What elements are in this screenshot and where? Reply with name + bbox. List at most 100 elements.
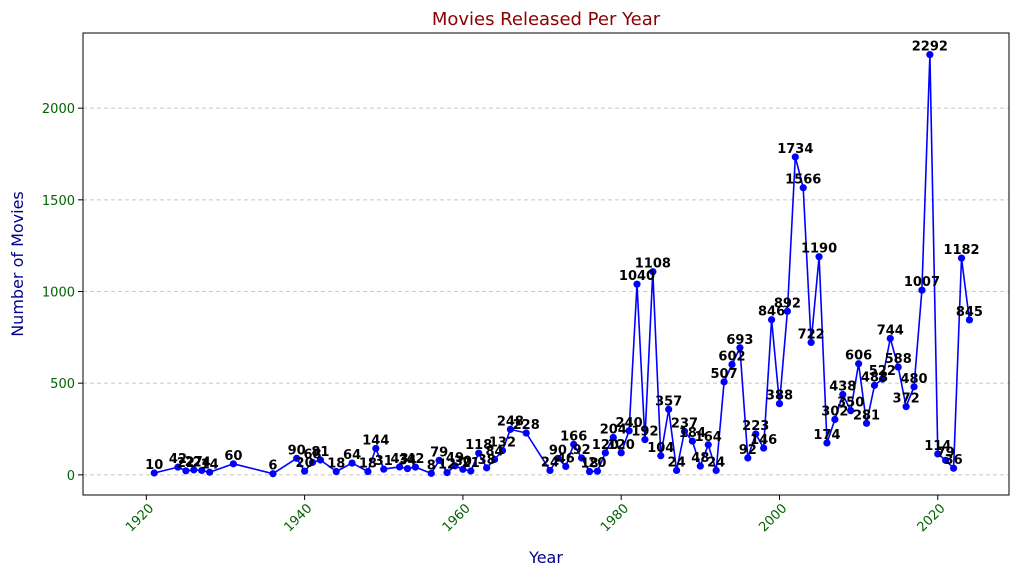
data-label: 744 [877,323,904,338]
data-label: 1734 [777,142,813,157]
data-point [760,444,768,452]
data-label: 223 [742,419,769,434]
x-tick-label: 1920 [123,501,157,535]
data-point [316,456,325,464]
data-point [965,316,974,324]
data-point [736,344,744,352]
x-tick-label: 1980 [598,501,632,535]
data-label: 10 [145,458,163,473]
data-label: 438 [829,380,856,395]
data-label: 1190 [801,242,837,257]
series-line-path [154,53,971,475]
data-label: 1040 [619,269,655,284]
data-label: 1007 [904,275,940,290]
data-point [403,465,412,473]
data-label: 81 [311,445,329,460]
data-label: 302 [821,404,848,419]
data-label: 12 [438,458,456,473]
data-label: 372 [893,392,920,407]
data-point [823,439,831,447]
data-label: 114 [924,439,951,454]
data-point [886,334,894,343]
data-label: 79 [937,445,955,460]
data-label: 388 [766,389,793,404]
data-label: 60 [224,449,242,464]
data-point [894,363,902,371]
data-label: 602 [718,349,745,364]
data-point [150,469,158,477]
data-label: 846 [758,305,785,320]
data-point [775,400,784,408]
data-label: 18 [359,457,377,472]
data-label: 357 [655,394,682,409]
data-label: 90 [549,443,567,458]
data-label: 22 [177,456,195,471]
data-label: 118 [465,438,492,453]
data-label: 164 [695,430,722,445]
data-label: 240 [616,416,643,431]
data-point [633,280,641,288]
data-point [791,153,799,161]
data-label: 132 [489,436,516,451]
data-point [799,184,807,192]
data-label: 8 [427,458,436,473]
data-point [831,415,839,424]
data-label: 24 [668,455,686,470]
data-point [435,456,443,464]
data-label: 204 [600,422,627,437]
data-point [902,403,910,411]
data-point [704,441,712,449]
data-point [625,427,633,435]
data-label: 92 [739,443,757,458]
data-point [593,467,602,475]
data-point [364,467,372,476]
data-label: 350 [837,396,864,411]
data-label: 6 [268,459,277,474]
data-label: 588 [885,352,912,367]
data-label: 522 [869,364,896,379]
data-label: 20 [588,456,606,471]
data-label: 84 [486,444,504,459]
data-point [767,316,776,324]
data-point [657,452,665,460]
data-label: 14 [201,457,219,472]
plot-frame [82,32,1010,496]
data-point [783,307,791,315]
data-point [562,462,570,470]
data-point [546,466,554,475]
data-point [380,465,388,473]
data-label: 1108 [635,257,671,272]
data-point [427,469,435,477]
y-axis-label: Number of Movies [8,191,27,337]
data-label: 49 [446,451,464,466]
data-point [229,460,237,468]
data-point [870,381,879,389]
data-label: 64 [343,448,361,463]
data-label: 845 [956,305,983,320]
data-point [752,430,760,438]
data-point [815,253,823,261]
data-point [174,463,182,471]
data-label: 166 [560,429,587,444]
data-label: 693 [726,333,753,348]
data-point [490,455,499,464]
data-label: 42 [169,452,187,467]
data-label: 248 [497,414,524,429]
data-label: 24 [541,455,559,470]
data-point [926,51,934,59]
data-point [847,407,855,415]
data-point [182,467,190,475]
data-label: 146 [750,433,777,448]
data-label: 480 [900,372,927,387]
y-tick-label: 2000 [42,102,75,117]
data-point [672,466,681,475]
data-point [910,383,918,391]
data-label: 192 [631,425,658,440]
data-point [578,454,586,462]
data-point [942,456,950,464]
data-point [190,466,198,474]
data-point [744,454,752,462]
data-label: 507 [711,367,738,382]
data-label: 144 [362,433,389,448]
